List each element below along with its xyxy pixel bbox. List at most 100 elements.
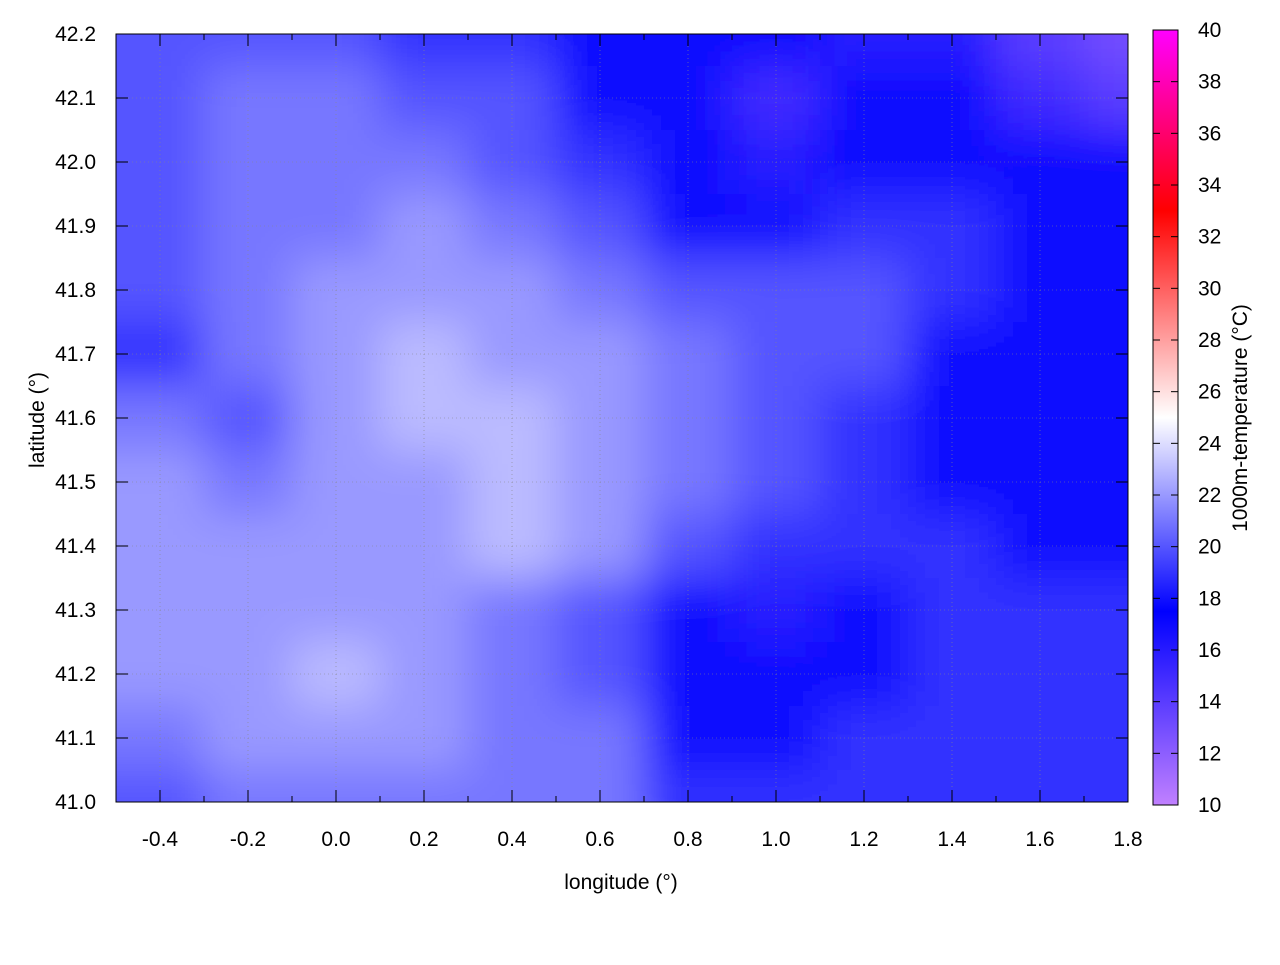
y-tick-label: 41.0	[55, 791, 96, 814]
heatmap-cell	[468, 578, 557, 643]
heatmap-cell	[996, 578, 1085, 643]
heatmap-cell	[996, 194, 1085, 259]
heatmap-cell	[556, 514, 645, 579]
x-tick-label: 1.8	[1113, 828, 1142, 851]
colorbar-tick-label: 16	[1198, 639, 1221, 662]
heatmap-cell	[468, 258, 557, 323]
heatmap-cell	[556, 642, 645, 707]
heatmap-cell	[468, 66, 557, 131]
heatmap-cell	[732, 578, 821, 643]
heatmap-cell	[380, 642, 469, 707]
colorbar-tick-label: 32	[1198, 226, 1221, 249]
y-tick-label: 41.3	[55, 599, 96, 622]
heatmap-cell	[204, 578, 293, 643]
heatmap-cell	[908, 130, 997, 195]
heatmap-cell	[292, 450, 381, 515]
heatmap-cell	[820, 386, 909, 451]
heatmap-cell	[556, 578, 645, 643]
heatmap-cell	[996, 450, 1085, 515]
y-axis: 41.0 41.1 41.2 41.3 41.4 41.5 41.6 41.7 41.8 41.9…	[55, 23, 1128, 814]
heatmap-cell	[292, 386, 381, 451]
heatmap-cell	[908, 514, 997, 579]
heatmap-cell	[996, 706, 1085, 771]
heatmap-cell	[292, 322, 381, 387]
heatmap-cell	[380, 258, 469, 323]
heatmap-cell	[908, 450, 997, 515]
heatmap-cell	[820, 450, 909, 515]
colorbar-ticks: 10 12 14 16 18 20 22 24 26 28 30 32 34 36 38 40	[1153, 19, 1222, 817]
colorbar-tick-label: 22	[1198, 484, 1221, 507]
heatmap-cell	[116, 322, 205, 387]
heatmap-cell	[820, 258, 909, 323]
y-tick-label: 42.0	[55, 151, 96, 174]
x-tick-label: 0.0	[321, 828, 350, 851]
heatmap-cell	[644, 642, 733, 707]
heatmap-cell	[820, 66, 909, 131]
heatmap-cell	[732, 450, 821, 515]
heatmap-cell	[116, 386, 205, 451]
heatmap-cell	[1084, 770, 1128, 802]
heatmap-cell	[644, 258, 733, 323]
heatmap-cell	[292, 578, 381, 643]
heatmap-cell	[732, 706, 821, 771]
heatmap-cell	[556, 706, 645, 771]
colorbar-label: 1000m-temperature (°C)	[1229, 304, 1252, 532]
heatmap-cell	[380, 706, 469, 771]
heatmap-cell	[908, 322, 997, 387]
heatmap-cell	[732, 258, 821, 323]
heatmap-cell	[380, 130, 469, 195]
y-tick-label: 41.9	[55, 215, 96, 238]
x-tick-label: 1.0	[761, 828, 790, 851]
colorbar-tick-label: 38	[1198, 71, 1221, 94]
y-tick-label: 41.7	[55, 343, 96, 366]
heatmap-cell	[556, 450, 645, 515]
heatmap-cell	[204, 66, 293, 131]
heatmap-cell	[380, 450, 469, 515]
heatmap-cell	[556, 66, 645, 131]
y-tick-label: 41.5	[55, 471, 96, 494]
heatmap-cell	[468, 322, 557, 387]
heatmap-cell	[204, 514, 293, 579]
heatmap-cell	[468, 130, 557, 195]
colorbar-tick-label: 34	[1198, 174, 1222, 197]
heatmap-cell	[908, 578, 997, 643]
heatmap-cell	[1084, 34, 1128, 67]
heatmap-cell	[292, 514, 381, 579]
heatmap-cell	[204, 706, 293, 771]
heatmap-cell	[204, 194, 293, 259]
heatmap-cell	[820, 706, 909, 771]
y-axis-label: latitude (°)	[26, 372, 49, 468]
heatmap-cell	[732, 322, 821, 387]
colorbar-tick-label: 36	[1198, 122, 1221, 145]
heatmap-cell	[556, 194, 645, 259]
heatmap-cell	[468, 706, 557, 771]
heatmap-cell	[732, 194, 821, 259]
heatmap-cell	[908, 386, 997, 451]
heatmap-cell	[116, 770, 205, 802]
colorbar-tick-label: 40	[1198, 19, 1221, 42]
heatmap-cell	[732, 66, 821, 131]
heatmap-cell	[380, 66, 469, 131]
heatmap-cell	[292, 258, 381, 323]
colorbar-tick-label: 12	[1198, 742, 1221, 765]
heatmap-cell	[644, 386, 733, 451]
heatmap-cell	[116, 258, 205, 323]
heatmap-cells	[116, 34, 1128, 802]
heatmap-cell	[292, 642, 381, 707]
colorbar-tick-label: 14	[1198, 691, 1222, 714]
heatmap-cell	[732, 130, 821, 195]
heatmap-cell	[292, 66, 381, 131]
heatmap-cell	[380, 578, 469, 643]
heatmap-cell	[292, 130, 381, 195]
heatmap-cell	[380, 322, 469, 387]
heatmap-cell	[996, 66, 1085, 131]
heatmap-cell	[380, 386, 469, 451]
x-tick-label: 1.2	[849, 828, 878, 851]
heatmap-cell	[116, 706, 205, 771]
heatmap-cell	[820, 194, 909, 259]
colorbar-tick-label: 26	[1198, 381, 1221, 404]
colorbar-tick-label: 18	[1198, 587, 1221, 610]
heatmap-cell	[732, 642, 821, 707]
heatmap-cell	[644, 706, 733, 771]
